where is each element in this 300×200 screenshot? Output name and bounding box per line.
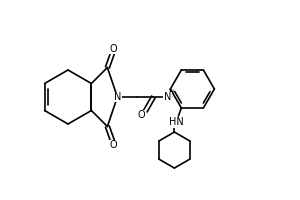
Text: O: O	[110, 44, 117, 53]
Text: +: +	[169, 89, 175, 95]
Text: O: O	[138, 110, 145, 120]
Text: N: N	[114, 92, 121, 102]
Text: O: O	[110, 140, 117, 150]
Text: HN: HN	[169, 117, 184, 127]
Text: N: N	[164, 92, 171, 102]
